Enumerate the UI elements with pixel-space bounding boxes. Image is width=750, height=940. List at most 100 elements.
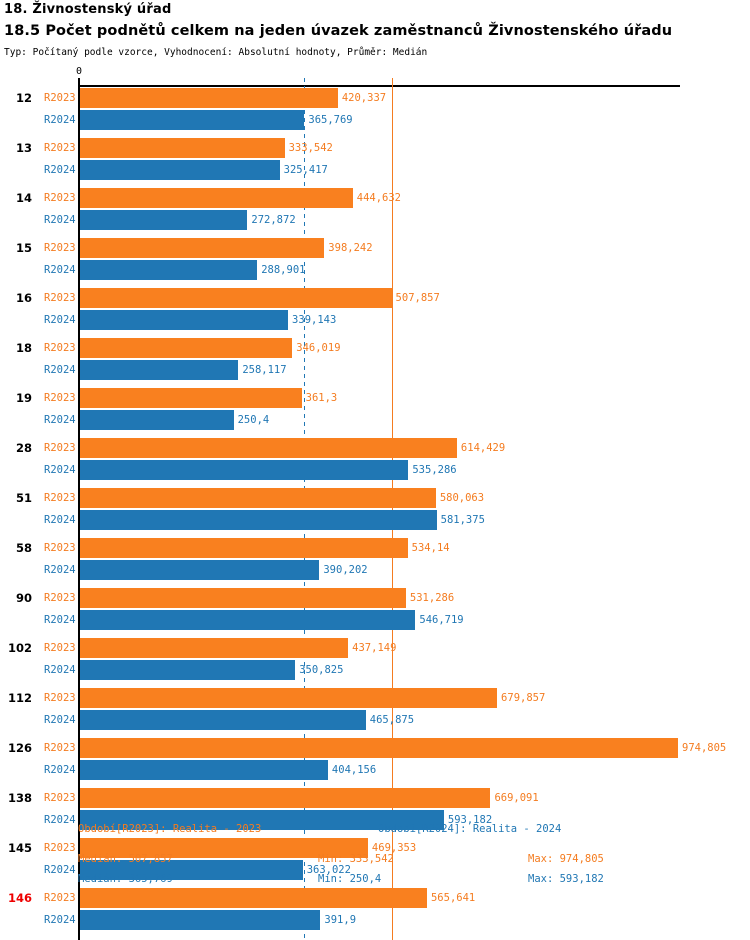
bar-R2024-12[interactable] [80,110,305,130]
series-label-R2024[interactable]: R2024 [44,314,76,326]
bar-R2023-15[interactable] [80,238,325,258]
bar-R2023-28[interactable] [80,438,457,458]
bar-R2024-51[interactable] [80,510,437,530]
bar-R2024-19[interactable] [80,410,234,430]
series-label-R2024[interactable]: R2024 [44,464,76,476]
bar-R2024-112[interactable] [80,710,366,730]
series-label-R2024[interactable]: R2024 [44,164,76,176]
category-label-58[interactable]: 58 [15,541,32,555]
category-label-28[interactable]: 28 [15,441,32,455]
series-label-R2023[interactable]: R2023 [44,342,76,354]
bar-R2023-51[interactable] [80,488,436,508]
series-label-R2023[interactable]: R2023 [44,692,76,704]
bar-R2023-13[interactable] [80,138,285,158]
bar-R2024-18[interactable] [80,360,239,380]
series-label-R2023[interactable]: R2023 [44,292,76,304]
bar-R2023-12[interactable] [80,88,338,108]
bar-R2024-15[interactable] [80,260,258,280]
bar-R2023-146[interactable] [80,888,427,908]
bar-row: R2023 534,14 [0,538,750,558]
category-label-18[interactable]: 18 [15,341,32,355]
category-label-112[interactable]: 112 [7,691,32,705]
bar-group: 138 R2023 669,091 R2024 593,182 [0,788,750,830]
series-label-R2024[interactable]: R2024 [44,564,76,576]
bar-R2024-146[interactable] [80,910,321,930]
bar-R2024-102[interactable] [80,660,296,680]
bar-R2024-58[interactable] [80,560,320,580]
bar-R2024-28[interactable] [80,460,409,480]
bar-value-R2023-16: 507,857 [395,292,440,304]
bar-group: 13 R2023 333,542 R2024 325,417 [0,138,750,180]
series-label-R2023[interactable]: R2023 [44,792,76,804]
bar-row: R2023 531,286 [0,588,750,608]
bar-R2023-138[interactable] [80,788,491,808]
bar-R2024-138[interactable] [80,810,444,830]
series-label-R2023[interactable]: R2023 [44,392,76,404]
category-label-102[interactable]: 102 [7,641,32,655]
series-label-R2024[interactable]: R2024 [44,514,76,526]
series-label-R2024[interactable]: R2024 [44,814,76,826]
series-label-R2023[interactable]: R2023 [44,192,76,204]
series-label-R2024[interactable]: R2024 [44,214,76,226]
series-label-R2023[interactable]: R2023 [44,92,76,104]
bar-R2023-16[interactable] [80,288,392,308]
category-label-138[interactable]: 138 [7,791,32,805]
bar-R2024-126[interactable] [80,760,328,780]
bar-row: R2024 593,182 [0,810,750,830]
bar-row: R2024 390,202 [0,560,750,580]
bar-R2023-14[interactable] [80,188,353,208]
series-label-R2023[interactable]: R2023 [44,142,76,154]
series-label-R2024[interactable]: R2024 [44,114,76,126]
bar-row: R2023 614,429 [0,438,750,458]
series-label-R2024[interactable]: R2024 [44,614,76,626]
category-label-16[interactable]: 16 [15,291,32,305]
bar-R2023-112[interactable] [80,688,498,708]
bar-R2024-16[interactable] [80,310,289,330]
series-label-R2023[interactable]: R2023 [44,542,76,554]
bar-R2024-90[interactable] [80,610,416,630]
bar-R2023-18[interactable] [80,338,293,358]
category-label-15[interactable]: 15 [15,241,32,255]
category-label-12[interactable]: 12 [15,91,32,105]
category-label-145[interactable]: 145 [7,841,32,855]
bar-R2024-145[interactable] [80,860,303,880]
category-label-51[interactable]: 51 [15,491,32,505]
category-label-126[interactable]: 126 [7,741,32,755]
series-label-R2023[interactable]: R2023 [44,742,76,754]
bar-R2023-90[interactable] [80,588,406,608]
bar-row: R2023 679,857 [0,688,750,708]
stat-median-2024: Medián: 365,769 [78,873,173,885]
series-label-R2023[interactable]: R2023 [44,592,76,604]
bar-row: R2024 250,4 [0,410,750,430]
bar-value-R2024-18: 258,117 [242,364,287,376]
bar-R2023-145[interactable] [80,838,368,858]
category-label-14[interactable]: 14 [15,191,32,205]
bar-R2023-58[interactable] [80,538,408,558]
bar-row: R2024 350,825 [0,660,750,680]
bar-R2023-102[interactable] [80,638,349,658]
series-label-R2024[interactable]: R2024 [44,664,76,676]
bar-R2023-19[interactable] [80,388,302,408]
series-label-R2024[interactable]: R2024 [44,364,76,376]
series-label-R2023[interactable]: R2023 [44,842,76,854]
bar-value-R2024-12: 365,769 [308,114,353,126]
bar-value-R2023-102: 437,149 [352,642,397,654]
series-label-R2023[interactable]: R2023 [44,492,76,504]
series-label-R2024[interactable]: R2024 [44,764,76,776]
bar-R2023-126[interactable] [80,738,678,758]
bar-value-R2024-13: 325,417 [283,164,328,176]
series-label-R2023[interactable]: R2023 [44,442,76,454]
category-label-13[interactable]: 13 [15,141,32,155]
series-label-R2023[interactable]: R2023 [44,642,76,654]
series-label-R2024[interactable]: R2024 [44,414,76,426]
bar-row: R2023 565,641 [0,888,750,908]
series-label-R2024[interactable]: R2024 [44,864,76,876]
stat-median-2023: Medián: 507,857 [78,853,173,865]
bar-R2024-13[interactable] [80,160,280,180]
series-label-R2024[interactable]: R2024 [44,714,76,726]
bar-R2024-14[interactable] [80,210,248,230]
category-label-90[interactable]: 90 [15,591,32,605]
series-label-R2024[interactable]: R2024 [44,264,76,276]
series-label-R2023[interactable]: R2023 [44,242,76,254]
category-label-19[interactable]: 19 [15,391,32,405]
